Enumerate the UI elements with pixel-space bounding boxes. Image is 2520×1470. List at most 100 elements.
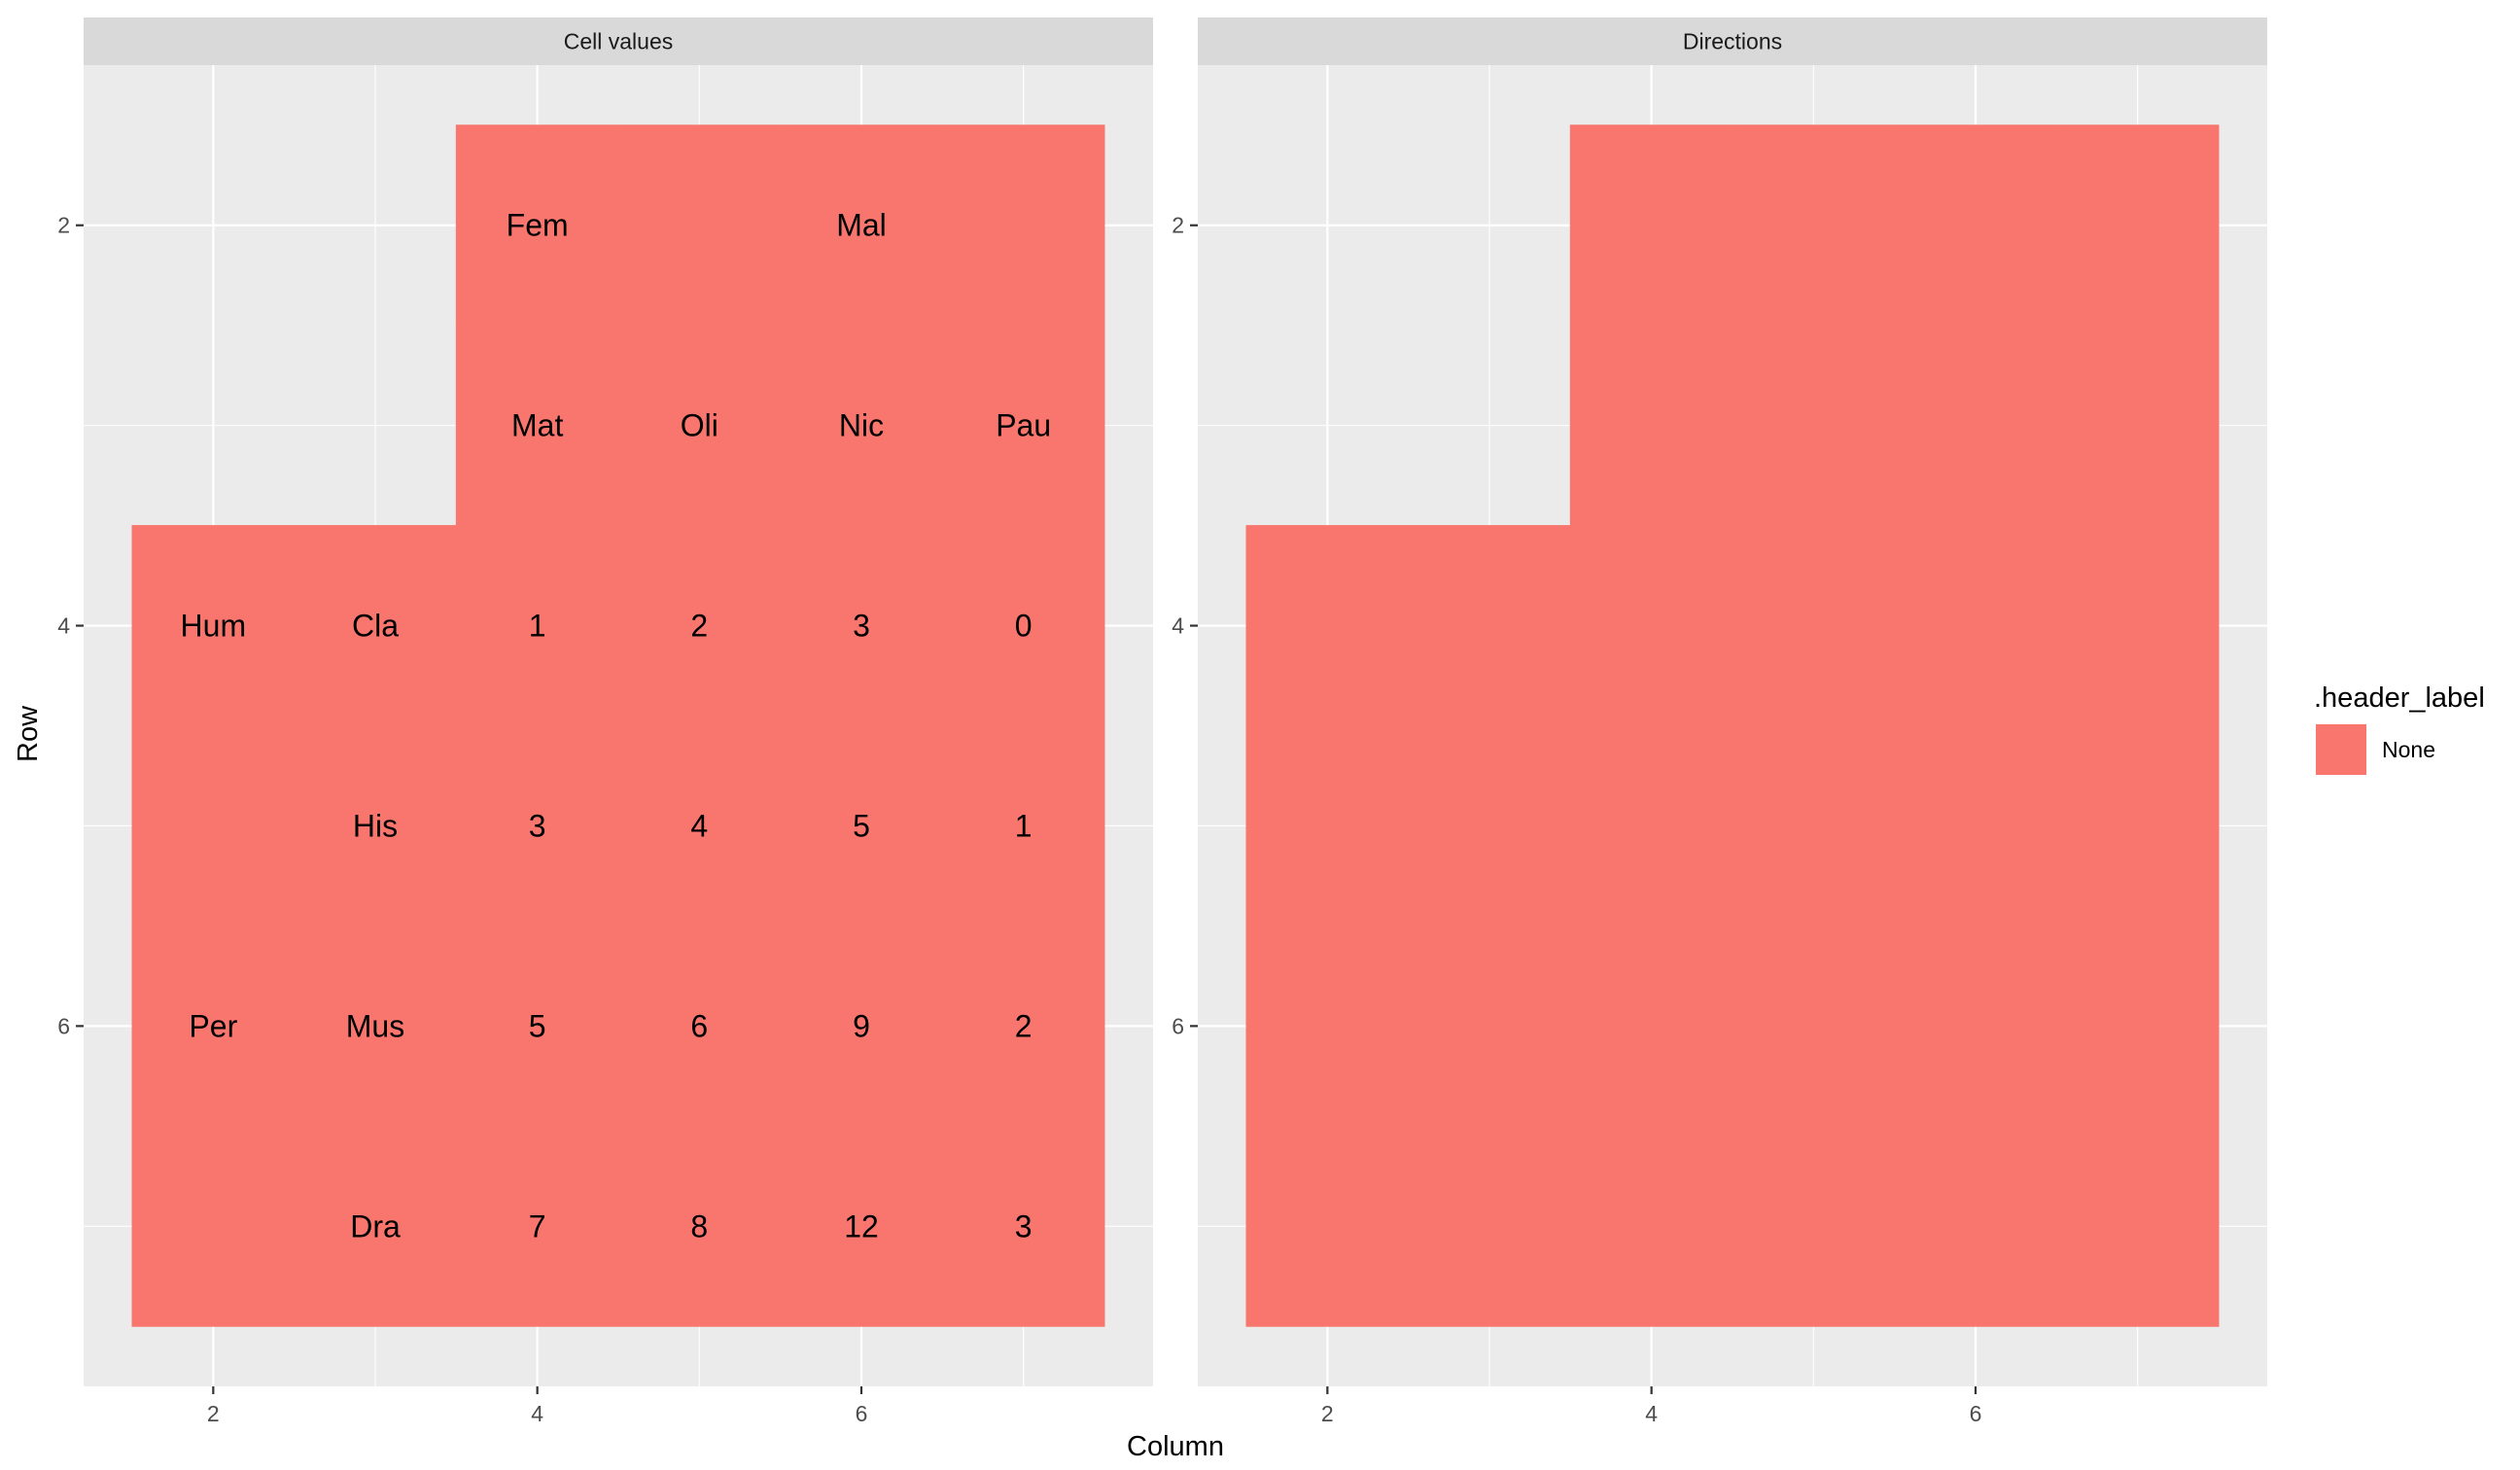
y-axis: 2 4 6 bbox=[57, 213, 84, 1038]
tile-label: Cla bbox=[352, 609, 399, 644]
tile bbox=[941, 124, 1105, 327]
tiles bbox=[131, 124, 1105, 1327]
tile bbox=[455, 525, 619, 726]
legend: .header_label None bbox=[2314, 682, 2485, 775]
x-axis-title: Column bbox=[1127, 1431, 1224, 1462]
x-tick-label: 2 bbox=[1321, 1401, 1334, 1426]
tile bbox=[2055, 925, 2220, 1127]
tile-label: 1 bbox=[529, 609, 546, 644]
tile bbox=[617, 525, 782, 726]
panel-strip bbox=[1198, 18, 2267, 65]
y-tick-label: 4 bbox=[1172, 613, 1184, 639]
tile-label: 8 bbox=[690, 1208, 708, 1243]
tile bbox=[1245, 725, 1410, 927]
x-tick-label: 6 bbox=[1970, 1401, 1982, 1426]
tile bbox=[617, 1125, 782, 1327]
tile bbox=[1569, 124, 1733, 327]
tile bbox=[617, 725, 782, 927]
tile bbox=[294, 925, 457, 1127]
y-tick-label: 4 bbox=[57, 613, 70, 639]
y-axis: 2 4 6 bbox=[1172, 213, 1198, 1038]
tile bbox=[1408, 925, 1571, 1127]
tile bbox=[1245, 1125, 1410, 1327]
tile bbox=[1894, 325, 2057, 527]
tile-label: Mus bbox=[346, 1008, 404, 1043]
tile bbox=[1408, 725, 1571, 927]
tile-label: Oli bbox=[681, 408, 718, 443]
y-axis-title: Row bbox=[13, 705, 44, 762]
tile bbox=[941, 325, 1105, 527]
tile bbox=[455, 124, 619, 327]
tile bbox=[1732, 925, 1896, 1127]
panel-title: Directions bbox=[1683, 29, 1782, 54]
tile bbox=[455, 1125, 619, 1327]
x-axis: 2 4 6 bbox=[1321, 1386, 1981, 1426]
tile bbox=[780, 325, 943, 527]
x-axis: 2 4 6 bbox=[207, 1386, 867, 1426]
tile bbox=[2055, 525, 2220, 726]
tile-label: Mal bbox=[836, 208, 887, 243]
tile bbox=[131, 725, 296, 927]
legend-title: .header_label bbox=[2314, 682, 2485, 714]
tile bbox=[1732, 725, 1896, 927]
y-tick-label: 6 bbox=[57, 1013, 70, 1038]
tile bbox=[2055, 725, 2220, 927]
tile-label: 5 bbox=[853, 808, 870, 843]
tile-label: 2 bbox=[1015, 1008, 1032, 1043]
x-tick-label: 6 bbox=[856, 1401, 868, 1426]
tile bbox=[294, 1125, 457, 1327]
x-tick-label: 4 bbox=[531, 1401, 543, 1426]
tile bbox=[2055, 325, 2220, 527]
tile bbox=[131, 525, 296, 726]
tile bbox=[455, 725, 619, 927]
panel-2: Directions 2 4 6 2 4 6 bbox=[1172, 18, 2267, 1426]
tile bbox=[2055, 124, 2220, 327]
tile bbox=[1894, 124, 2057, 327]
tile bbox=[1732, 124, 1896, 327]
y-tick-label: 2 bbox=[57, 213, 70, 238]
tile-label: 2 bbox=[690, 609, 708, 644]
panel-title: Cell values bbox=[564, 29, 674, 54]
tile bbox=[1732, 525, 1896, 726]
tile bbox=[455, 925, 619, 1127]
tile bbox=[1894, 1125, 2057, 1327]
legend-key bbox=[2316, 724, 2366, 775]
tile bbox=[941, 725, 1105, 927]
tile bbox=[294, 525, 457, 726]
tile-label: 3 bbox=[529, 808, 546, 843]
tile bbox=[1245, 525, 1410, 726]
tile bbox=[941, 1125, 1105, 1327]
tile bbox=[941, 925, 1105, 1127]
tile bbox=[780, 925, 943, 1127]
tile bbox=[1732, 1125, 1896, 1327]
tile-label: 1 bbox=[1015, 808, 1032, 843]
tile bbox=[131, 1125, 296, 1327]
tile bbox=[1569, 525, 1733, 726]
tile-label: Hum bbox=[181, 609, 247, 644]
tile bbox=[617, 925, 782, 1127]
tile-label: Nic bbox=[839, 408, 884, 443]
y-tick-label: 6 bbox=[1172, 1013, 1184, 1038]
tile bbox=[455, 325, 619, 527]
tile bbox=[780, 124, 943, 327]
tile-label: 9 bbox=[853, 1008, 870, 1043]
legend-entries: None bbox=[2316, 724, 2435, 775]
tile-label: 4 bbox=[690, 808, 708, 843]
tile-label: Per bbox=[189, 1008, 237, 1043]
tile bbox=[131, 925, 296, 1127]
panel-strip bbox=[84, 18, 1153, 65]
tile bbox=[1894, 925, 2057, 1127]
tile bbox=[2055, 1125, 2220, 1327]
tile bbox=[1569, 325, 1733, 527]
tile bbox=[780, 725, 943, 927]
tile bbox=[780, 525, 943, 726]
tile bbox=[1732, 325, 1896, 527]
tile-label: 7 bbox=[529, 1208, 546, 1243]
tile-label: His bbox=[353, 808, 398, 843]
tile bbox=[294, 725, 457, 927]
x-tick-label: 2 bbox=[207, 1401, 220, 1426]
